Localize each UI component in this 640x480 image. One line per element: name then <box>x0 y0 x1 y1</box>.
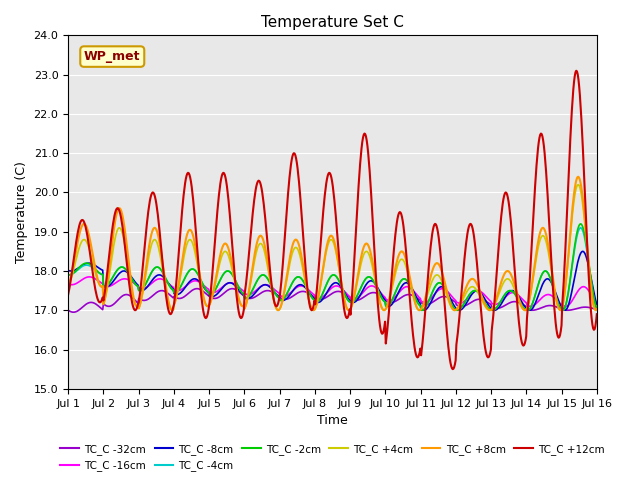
Line: TC_C +8cm: TC_C +8cm <box>68 177 597 310</box>
TC_C +8cm <box>397 249 404 255</box>
Line: TC_C -32cm: TC_C -32cm <box>68 288 597 312</box>
TC_C -32cm <box>182 292 190 298</box>
Title: Temperature Set C: Temperature Set C <box>261 15 404 30</box>
TC_C -8cm <box>456 307 463 313</box>
Line: TC_C -16cm: TC_C -16cm <box>68 277 597 306</box>
TC_C -32cm <box>129 295 137 301</box>
TC_C -32cm <box>75 308 83 313</box>
TC_C +4cm <box>210 288 218 294</box>
TC_C -2cm <box>210 289 218 295</box>
TC_C -4cm <box>74 267 81 273</box>
TC_C +12cm <box>74 230 81 236</box>
TC_C +12cm <box>449 366 456 372</box>
TC_C +4cm <box>64 283 72 288</box>
TC_C -4cm <box>397 279 404 285</box>
TC_C -8cm <box>210 293 218 299</box>
Text: WP_met: WP_met <box>84 50 141 63</box>
TC_C -8cm <box>128 275 136 281</box>
TC_C -4cm <box>577 225 584 231</box>
Line: TC_C -8cm: TC_C -8cm <box>68 252 597 310</box>
TC_C -16cm <box>397 287 405 293</box>
TC_C -4cm <box>593 306 601 312</box>
TC_C -16cm <box>182 283 190 288</box>
Line: TC_C -2cm: TC_C -2cm <box>68 224 597 310</box>
TC_C -16cm <box>129 279 137 285</box>
TC_C -8cm <box>64 268 72 274</box>
TC_C +12cm <box>64 292 72 298</box>
TC_C +4cm <box>182 245 189 251</box>
TC_C -32cm <box>398 294 406 300</box>
Line: TC_C +4cm: TC_C +4cm <box>68 185 597 310</box>
TC_C -8cm <box>412 293 420 299</box>
TC_C -8cm <box>593 301 601 307</box>
X-axis label: Time: Time <box>317 414 348 427</box>
TC_C +4cm <box>575 182 582 188</box>
TC_C -4cm <box>210 289 218 295</box>
TC_C -2cm <box>182 273 189 279</box>
TC_C +4cm <box>486 307 494 313</box>
TC_C -16cm <box>86 274 93 280</box>
TC_C +4cm <box>412 303 420 309</box>
TC_C -16cm <box>64 281 72 287</box>
TC_C -8cm <box>74 265 81 271</box>
TC_C -4cm <box>128 276 136 282</box>
Line: TC_C +12cm: TC_C +12cm <box>68 71 597 369</box>
TC_C -16cm <box>413 292 420 298</box>
TC_C +8cm <box>182 237 189 242</box>
Line: TC_C -4cm: TC_C -4cm <box>68 228 597 310</box>
TC_C -8cm <box>397 286 404 291</box>
TC_C +12cm <box>572 68 580 73</box>
TC_C +8cm <box>64 282 72 288</box>
TC_C -32cm <box>593 307 601 312</box>
TC_C +8cm <box>486 307 494 313</box>
TC_C -2cm <box>577 221 584 227</box>
TC_C +8cm <box>74 239 81 245</box>
TC_C -8cm <box>182 284 189 289</box>
TC_C +12cm <box>397 210 404 216</box>
TC_C -16cm <box>593 301 601 307</box>
TC_C +8cm <box>128 286 136 292</box>
TC_C -4cm <box>412 297 420 302</box>
TC_C -16cm <box>211 289 218 295</box>
TC_C +8cm <box>412 302 420 308</box>
Legend: TC_C -32cm, TC_C -16cm, TC_C -8cm, TC_C -4cm, TC_C -2cm, TC_C +4cm, TC_C +8cm, T: TC_C -32cm, TC_C -16cm, TC_C -8cm, TC_C … <box>56 440 609 475</box>
TC_C -32cm <box>70 309 77 315</box>
TC_C -2cm <box>412 297 420 302</box>
TC_C +12cm <box>182 176 189 182</box>
Y-axis label: Temperature (C): Temperature (C) <box>15 161 28 263</box>
TC_C -32cm <box>193 286 201 291</box>
TC_C -2cm <box>593 306 601 312</box>
TC_C -2cm <box>74 266 81 272</box>
TC_C +4cm <box>128 289 136 295</box>
TC_C +12cm <box>412 351 420 357</box>
TC_C +12cm <box>128 300 136 306</box>
TC_C +8cm <box>575 174 582 180</box>
TC_C -2cm <box>64 272 72 278</box>
TC_C -16cm <box>527 303 534 309</box>
TC_C -2cm <box>128 276 136 282</box>
TC_C +4cm <box>397 257 404 263</box>
TC_C +8cm <box>210 286 218 292</box>
TC_C -8cm <box>579 249 587 254</box>
TC_C -4cm <box>182 273 189 279</box>
TC_C -2cm <box>453 307 461 313</box>
TC_C +4cm <box>593 306 601 312</box>
TC_C -16cm <box>74 280 81 286</box>
TC_C -4cm <box>64 272 72 278</box>
TC_C +12cm <box>593 312 601 317</box>
TC_C +12cm <box>210 254 218 260</box>
TC_C +8cm <box>593 306 601 312</box>
TC_C -2cm <box>397 279 404 285</box>
TC_C -32cm <box>64 307 72 313</box>
TC_C +4cm <box>74 250 81 256</box>
TC_C -4cm <box>453 307 461 313</box>
TC_C -32cm <box>211 296 219 301</box>
TC_C -32cm <box>413 296 421 301</box>
